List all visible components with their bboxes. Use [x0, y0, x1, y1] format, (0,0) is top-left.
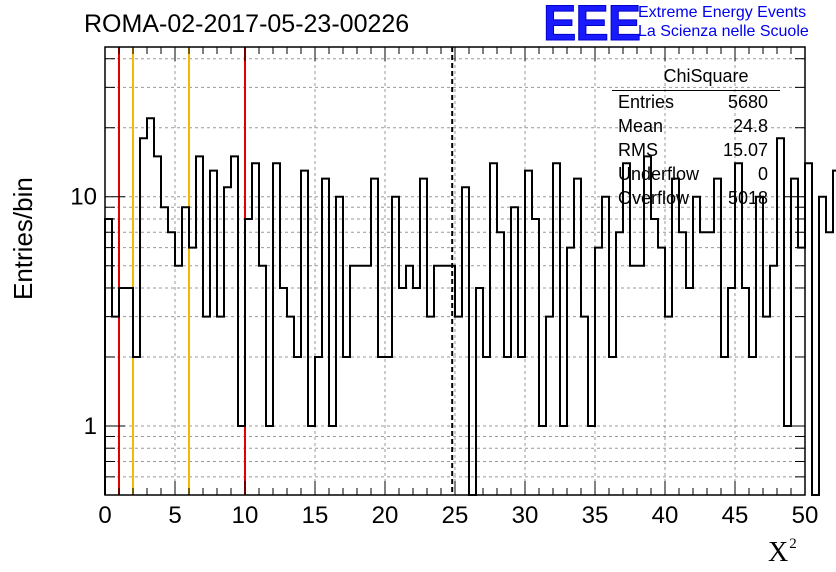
x-tick-label: 45 — [722, 502, 749, 529]
x-axis-label-symbol: X — [768, 537, 789, 568]
stats-key: Mean — [618, 116, 664, 136]
eee-logo-mark: EEE — [542, 0, 641, 52]
x-tick-label: 5 — [168, 502, 181, 529]
stats-value: 5680 — [727, 92, 768, 112]
x-tick-label: 15 — [302, 502, 329, 529]
stats-box: ChiSquare Entries 5680 Mean 24.8 RMS 15.… — [612, 66, 780, 211]
x-axis-label: X2 — [768, 535, 797, 569]
stats-row-mean: Mean 24.8 — [612, 115, 780, 139]
eee-logo: EEE Extreme Energy Events La Scienza nel… — [542, 0, 836, 52]
stats-row-entries: Entries 5680 — [612, 91, 780, 115]
x-tick-label: 30 — [512, 502, 539, 529]
x-tick-label: 0 — [98, 502, 111, 529]
stats-key: RMS — [618, 140, 658, 160]
logo-caption-line2: La Scienza nelle Scuole — [638, 23, 809, 40]
stats-key: Overflow — [618, 188, 690, 208]
stats-row-overflow: Overflow 5018 — [612, 187, 780, 211]
stats-box-title: ChiSquare — [612, 66, 780, 91]
logo-caption-line1: Extreme Energy Events — [638, 4, 807, 21]
x-tick-label: 10 — [232, 502, 259, 529]
x-tick-label: 35 — [582, 502, 609, 529]
y-axis-label: Entries/bin — [8, 177, 38, 300]
x-tick-label: 25 — [442, 502, 469, 529]
stats-key: Entries — [618, 92, 675, 112]
stats-value: 5018 — [727, 188, 768, 208]
x-tick-label: 50 — [792, 502, 819, 529]
y-tick-label: 1 — [84, 413, 97, 440]
chart-title: ROMA-02-2017-05-23-00226 — [84, 10, 410, 38]
stats-row-underflow: Underflow 0 — [612, 163, 780, 187]
stats-key: Underflow — [618, 164, 700, 184]
x-axis-label-superscript: 2 — [789, 535, 797, 552]
y-tick-label: 10 — [70, 184, 97, 211]
stats-row-rms: RMS 15.07 — [612, 139, 780, 163]
x-tick-label: 20 — [372, 502, 399, 529]
stats-value: 15.07 — [722, 140, 768, 160]
stats-value: 0 — [757, 164, 768, 184]
stats-value: 24.8 — [732, 116, 768, 136]
x-tick-label: 40 — [652, 502, 679, 529]
